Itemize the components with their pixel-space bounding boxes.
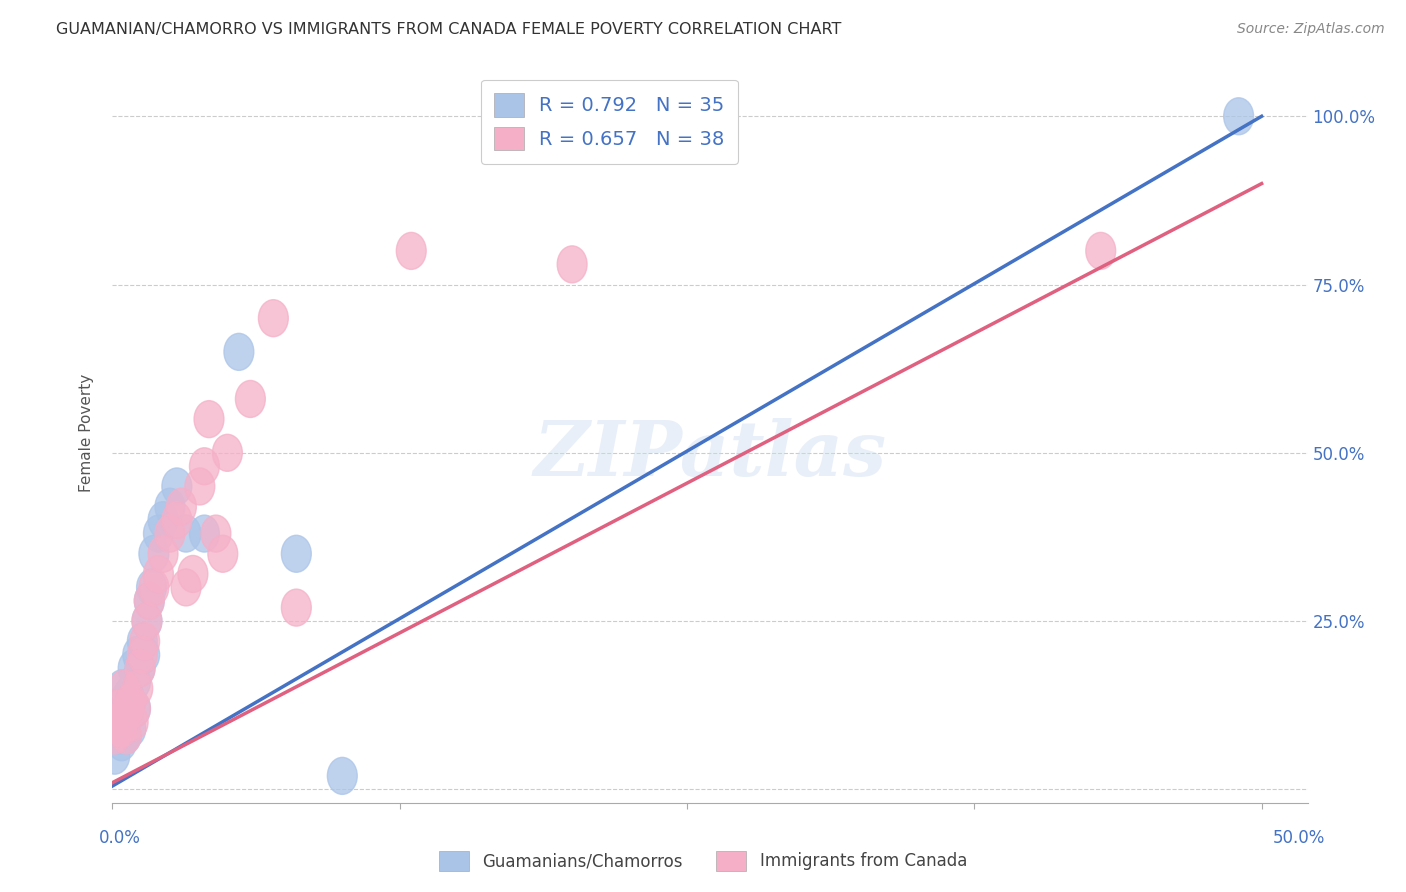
Ellipse shape (581, 125, 610, 161)
Ellipse shape (235, 381, 266, 417)
Ellipse shape (125, 649, 155, 687)
Text: 50.0%: 50.0% (1272, 829, 1326, 847)
Ellipse shape (148, 501, 179, 539)
Legend: Guamanians/Chamorros, Immigrants from Canada: Guamanians/Chamorros, Immigrants from Ca… (433, 844, 973, 878)
Ellipse shape (110, 704, 139, 740)
Ellipse shape (194, 401, 224, 438)
Ellipse shape (118, 649, 148, 687)
Ellipse shape (122, 636, 153, 673)
Text: GUAMANIAN/CHAMORRO VS IMMIGRANTS FROM CANADA FEMALE POVERTY CORRELATION CHART: GUAMANIAN/CHAMORRO VS IMMIGRANTS FROM CA… (56, 22, 842, 37)
Ellipse shape (259, 300, 288, 336)
Ellipse shape (172, 569, 201, 606)
Ellipse shape (111, 717, 141, 754)
Ellipse shape (155, 488, 184, 525)
Ellipse shape (166, 488, 197, 525)
Text: 0.0%: 0.0% (98, 829, 141, 847)
Y-axis label: Female Poverty: Female Poverty (79, 374, 94, 491)
Ellipse shape (104, 690, 135, 727)
Ellipse shape (190, 448, 219, 484)
Ellipse shape (162, 501, 191, 539)
Ellipse shape (224, 334, 254, 370)
Ellipse shape (114, 677, 143, 714)
Ellipse shape (162, 468, 191, 505)
Ellipse shape (208, 535, 238, 573)
Ellipse shape (115, 710, 146, 747)
Ellipse shape (143, 515, 173, 552)
Ellipse shape (111, 717, 141, 754)
Ellipse shape (396, 233, 426, 269)
Ellipse shape (128, 623, 157, 660)
Ellipse shape (107, 670, 136, 706)
Ellipse shape (184, 468, 215, 505)
Ellipse shape (143, 556, 173, 592)
Ellipse shape (103, 704, 132, 740)
Ellipse shape (103, 690, 132, 727)
Ellipse shape (136, 569, 166, 606)
Ellipse shape (190, 515, 219, 552)
Ellipse shape (201, 515, 231, 552)
Ellipse shape (128, 636, 157, 673)
Ellipse shape (155, 515, 184, 552)
Ellipse shape (125, 649, 155, 687)
Ellipse shape (139, 569, 169, 606)
Ellipse shape (129, 636, 160, 673)
Ellipse shape (110, 697, 139, 734)
Ellipse shape (100, 717, 129, 754)
Ellipse shape (104, 717, 135, 754)
Ellipse shape (122, 670, 153, 706)
Ellipse shape (121, 690, 150, 727)
Ellipse shape (107, 710, 136, 747)
Text: Source: ZipAtlas.com: Source: ZipAtlas.com (1237, 22, 1385, 37)
Ellipse shape (212, 434, 242, 471)
Ellipse shape (328, 757, 357, 795)
Ellipse shape (129, 623, 160, 660)
Ellipse shape (139, 535, 169, 573)
Ellipse shape (132, 603, 162, 640)
Ellipse shape (135, 582, 165, 619)
Ellipse shape (148, 535, 179, 573)
Ellipse shape (121, 690, 150, 727)
Ellipse shape (557, 246, 588, 283)
Ellipse shape (110, 683, 139, 721)
Ellipse shape (111, 690, 141, 727)
Ellipse shape (104, 704, 135, 740)
Ellipse shape (135, 582, 165, 619)
Ellipse shape (121, 663, 150, 700)
Ellipse shape (100, 737, 129, 774)
Ellipse shape (179, 556, 208, 592)
Ellipse shape (1085, 233, 1116, 269)
Ellipse shape (172, 515, 201, 552)
Ellipse shape (114, 697, 143, 734)
Ellipse shape (114, 690, 143, 727)
Ellipse shape (115, 683, 146, 721)
Ellipse shape (110, 670, 139, 706)
Ellipse shape (118, 704, 148, 740)
Ellipse shape (132, 603, 162, 640)
Text: ZIPatlas: ZIPatlas (533, 417, 887, 491)
Ellipse shape (107, 723, 136, 761)
Ellipse shape (281, 535, 311, 573)
Legend: R = 0.792   N = 35, R = 0.657   N = 38: R = 0.792 N = 35, R = 0.657 N = 38 (481, 79, 738, 164)
Ellipse shape (1223, 98, 1254, 135)
Ellipse shape (281, 589, 311, 626)
Ellipse shape (115, 683, 146, 721)
